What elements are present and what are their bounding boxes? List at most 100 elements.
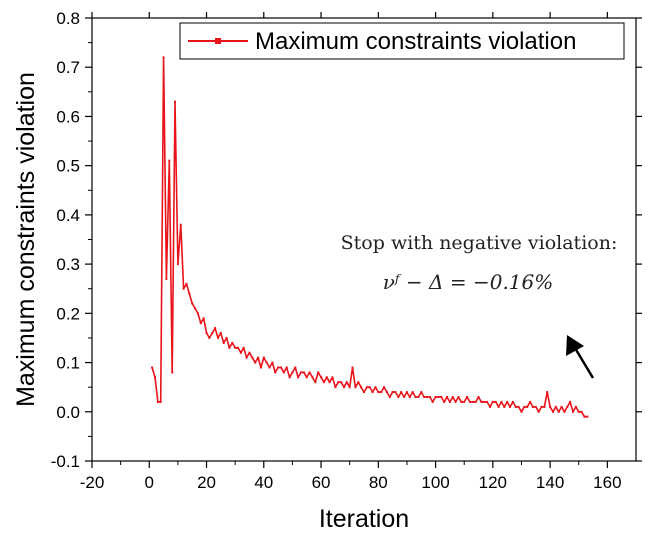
data-point — [477, 396, 480, 398]
data-point — [371, 391, 374, 394]
arrow-up-left-icon — [566, 335, 595, 379]
y-tick-label: 0.7 — [56, 58, 80, 77]
legend-box — [179, 22, 625, 60]
data-point — [322, 381, 325, 384]
y-tick-label: 0.8 — [56, 9, 80, 28]
data-point — [457, 396, 460, 398]
ticks: -20 0 20 40 60 80 100 120 140 160 -0.1 0.0 0.1 0.2 0.3… — [51, 9, 642, 492]
data-point — [254, 361, 257, 364]
data-point — [494, 400, 497, 403]
data-point — [580, 410, 583, 413]
y-tick-label: 0.2 — [56, 304, 80, 323]
data-point — [248, 351, 251, 354]
data-point — [202, 317, 205, 320]
data-point — [219, 332, 222, 334]
data-point — [514, 405, 517, 408]
data-point — [509, 405, 511, 408]
data-point — [271, 361, 274, 364]
legend: Maximum constraints violation — [179, 22, 625, 60]
data-point — [225, 336, 228, 339]
data-point — [228, 346, 231, 349]
data-point — [517, 405, 520, 408]
data-point — [408, 396, 411, 398]
data-point — [191, 302, 194, 305]
data-point — [340, 381, 343, 384]
data-point — [259, 366, 262, 369]
data-point — [414, 396, 417, 398]
data-point — [328, 381, 331, 384]
data-point — [182, 287, 185, 290]
y-axis-title: Maximum constraints violation — [12, 72, 40, 407]
data-point — [500, 400, 503, 403]
data-point — [497, 405, 500, 408]
data-point — [354, 386, 357, 389]
data-point — [403, 396, 406, 398]
data-point — [185, 282, 188, 285]
data-point — [294, 366, 297, 369]
data-point — [534, 405, 537, 408]
x-tick-label: 0 — [145, 473, 154, 492]
data-point — [426, 396, 428, 398]
data-point — [222, 341, 225, 344]
data-point — [345, 381, 348, 384]
data-point — [471, 400, 474, 403]
data-point — [280, 366, 282, 369]
data-point — [268, 366, 271, 369]
data-point — [231, 341, 234, 344]
data-point — [560, 405, 563, 408]
data-point — [486, 400, 489, 403]
data-point — [320, 376, 323, 379]
data-point — [234, 346, 237, 349]
annotation-formula: νᶠ − Δ = −0.16% — [383, 270, 554, 294]
data-point — [397, 396, 400, 398]
data-point — [242, 346, 245, 349]
y-tick-label: 0.5 — [56, 157, 80, 176]
x-tick-label: 140 — [536, 473, 564, 492]
data-point — [463, 400, 466, 403]
data-point — [277, 366, 280, 369]
data-point — [543, 405, 546, 408]
data-point — [365, 386, 368, 389]
data-point — [468, 400, 471, 403]
data-point — [171, 371, 174, 374]
data-point — [305, 376, 308, 379]
data-point — [194, 307, 197, 310]
x-axis-title: Iteration — [319, 505, 409, 533]
data-point — [374, 386, 377, 389]
data-point — [174, 100, 176, 103]
data-point — [325, 376, 328, 379]
data-point — [179, 223, 182, 226]
data-point — [214, 327, 217, 330]
data-point — [162, 56, 165, 59]
x-tick-label: 160 — [593, 473, 621, 492]
data-point — [583, 415, 586, 418]
data-point — [531, 405, 534, 408]
data-point — [569, 400, 572, 403]
data-point — [165, 277, 168, 280]
data-point — [420, 391, 423, 394]
data-point — [491, 400, 494, 403]
data-point — [503, 405, 506, 408]
data-point — [239, 351, 242, 354]
data-point — [245, 356, 248, 359]
data-point — [572, 410, 574, 413]
data-point — [314, 381, 317, 384]
data-point — [411, 391, 414, 394]
data-point — [196, 312, 199, 315]
data-point — [308, 371, 311, 374]
data-point — [262, 356, 265, 359]
data-point — [400, 391, 403, 394]
y-tick-label: 0.0 — [56, 403, 80, 422]
data-point — [285, 366, 288, 369]
data-point — [302, 371, 305, 374]
data-point — [343, 386, 345, 389]
data-point — [217, 336, 219, 339]
data-point — [168, 159, 171, 162]
data-point — [297, 376, 300, 379]
data-point — [151, 366, 154, 369]
data-point — [282, 371, 285, 374]
legend-marker — [215, 38, 221, 44]
data-point — [563, 410, 566, 413]
x-tick-label: 80 — [369, 473, 388, 492]
